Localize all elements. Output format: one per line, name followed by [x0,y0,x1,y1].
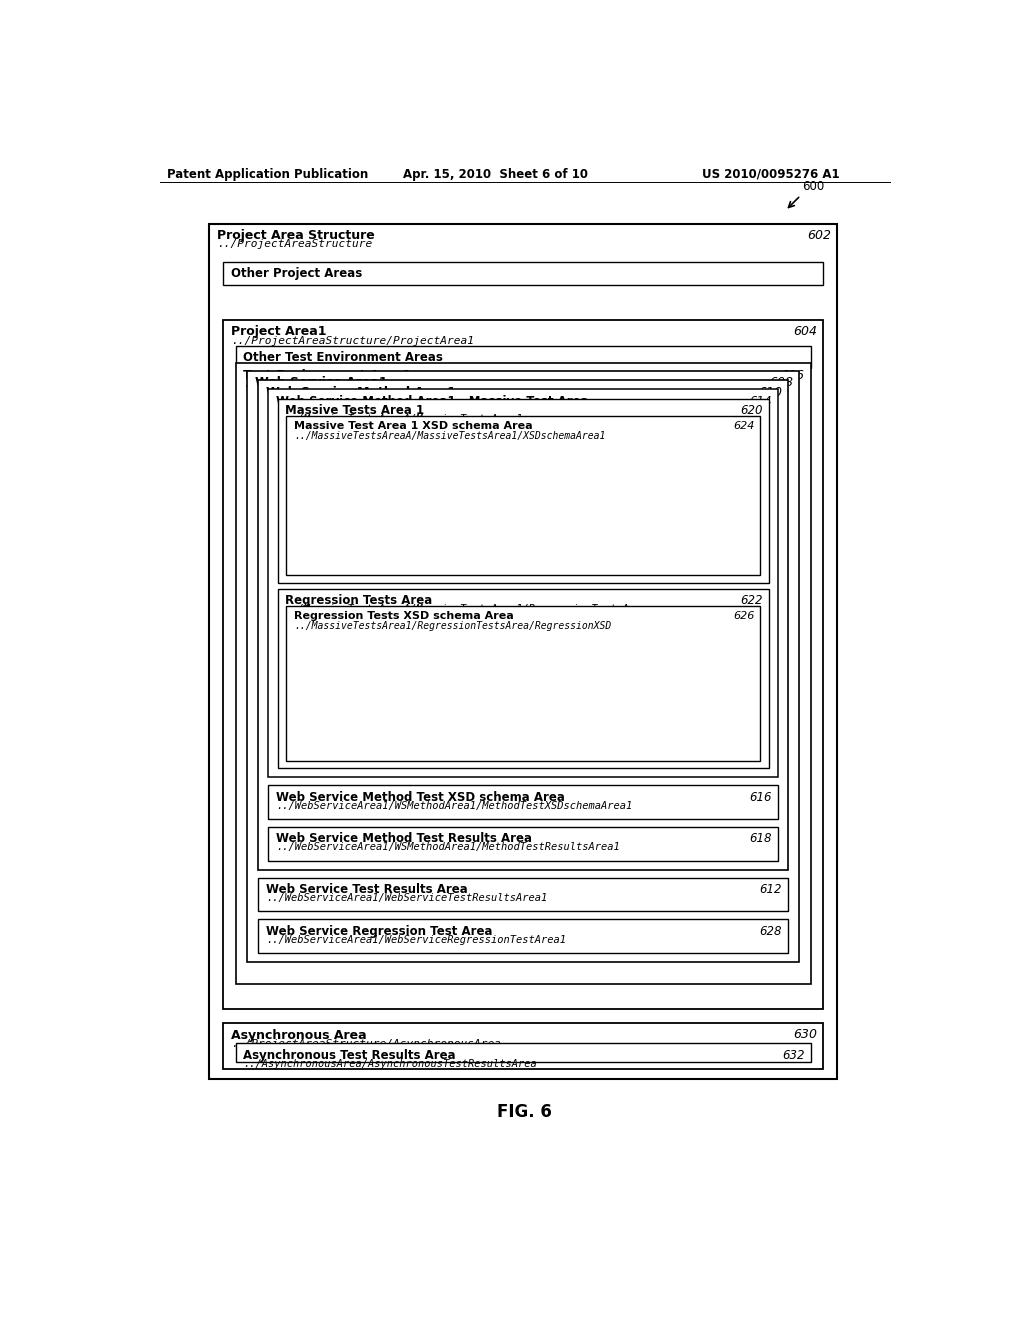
Text: Test Environment Area1: Test Environment Area1 [244,368,412,381]
Text: Project Area1: Project Area1 [231,326,327,338]
Bar [268,785,778,818]
Text: Asynchronous Area: Asynchronous Area [231,1028,367,1041]
Text: US 2010/0095276 A1: US 2010/0095276 A1 [701,168,839,181]
Text: Patent Application Publication: Patent Application Publication [167,168,368,181]
Text: Web Service Method Area1 - Massive Test Area: Web Service Method Area1 - Massive Test … [276,395,589,408]
Bar [258,878,788,912]
Text: 612: 612 [760,883,782,896]
Text: 600: 600 [802,180,824,193]
Text: ../WebServiceArea1/WebServiceMethodArea1/MassiveTestsAreaA: ../WebServiceArea1/WebServiceMethodArea1… [276,405,639,414]
Text: 626: 626 [733,611,755,622]
Text: 628: 628 [760,924,782,937]
Text: 620: 620 [740,404,763,417]
Bar [258,380,788,870]
Text: Web Service Method Area1: Web Service Method Area1 [266,385,456,399]
Bar [236,1043,811,1061]
Text: ../ProjectArea1/TestEnvironmentArea1: ../ProjectArea1/TestEnvironmentArea1 [244,379,486,388]
Text: ../WebServiceArea1/WebServiceRegressionTestArea1: ../WebServiceArea1/WebServiceRegressionT… [266,935,566,945]
Bar [286,416,761,576]
Text: 610: 610 [758,385,782,399]
Bar [248,371,799,962]
Text: ../MassiveTestsAreaA/MassiveTestsArea1: ../MassiveTestsAreaA/MassiveTestsArea1 [286,414,523,424]
Text: ../AsynchronousArea/AsynchronousTestResultsArea: ../AsynchronousArea/AsynchronousTestResu… [244,1059,538,1068]
Text: Web Service Regression Test Area: Web Service Regression Test Area [266,924,493,937]
Text: 616: 616 [750,791,772,804]
Text: ../TestEnvironmentArea1/WebServiceArea1: ../TestEnvironmentArea1/WebServiceArea1 [255,387,518,396]
Bar [278,589,769,768]
Text: FIG. 6: FIG. 6 [498,1102,552,1121]
Bar [223,321,823,1010]
Text: Regression Tests XSD schema Area: Regression Tests XSD schema Area [294,611,514,622]
Text: 618: 618 [750,832,772,845]
Text: 604: 604 [793,326,817,338]
Bar [286,606,761,760]
Text: Web Service Method Test XSD schema Area: Web Service Method Test XSD schema Area [276,791,565,804]
Text: ../MassiveTestsAreaA/MassiveTestsArea1/RegressionTestsArea: ../MassiveTestsAreaA/MassiveTestsArea1/R… [286,605,648,614]
Text: 606: 606 [780,368,805,381]
Text: ../ProjectAreaStructure/ProjectArea1: ../ProjectAreaStructure/ProjectArea1 [231,335,474,346]
Bar [268,826,778,861]
Text: 614: 614 [750,395,772,408]
Text: Web Service Method Test Results Area: Web Service Method Test Results Area [276,832,532,845]
Bar [268,389,778,777]
Text: ../MassiveTestsAreaA/MassiveTestsArea1/XSDschemaArea1: ../MassiveTestsAreaA/MassiveTestsArea1/X… [294,432,605,441]
Text: Asynchronous Test Results Area: Asynchronous Test Results Area [244,1048,456,1061]
Text: Regression Tests Area: Regression Tests Area [286,594,432,607]
Text: ../WebServiceArea1/WSMethodArea1/MethodTestResultsArea1: ../WebServiceArea1/WSMethodArea1/MethodT… [276,842,620,853]
Text: ../ProjectAreaStructure: ../ProjectAreaStructure [217,239,373,249]
Text: 622: 622 [740,594,763,607]
Text: Other Project Areas: Other Project Areas [231,268,362,280]
Bar [223,1023,823,1069]
Text: Massive Tests Area 1: Massive Tests Area 1 [286,404,425,417]
Text: Apr. 15, 2010  Sheet 6 of 10: Apr. 15, 2010 Sheet 6 of 10 [403,168,588,181]
Bar [236,346,811,368]
Text: Other Test Environment Areas: Other Test Environment Areas [244,351,443,363]
Bar [258,919,788,953]
Text: Web Service Test Results Area: Web Service Test Results Area [266,883,468,896]
Text: Project Area Structure: Project Area Structure [217,230,375,243]
Bar [209,224,838,1078]
Text: ../ProjectAreaStructure/AsynchronousArea: ../ProjectAreaStructure/AsynchronousArea [231,1039,501,1048]
Bar [223,263,823,285]
Text: 632: 632 [782,1048,805,1061]
Bar [236,363,811,983]
Text: 630: 630 [793,1028,817,1041]
Text: 608: 608 [769,376,793,389]
Text: ../WebServiceArea1/WebServiceTestResultsArea1: ../WebServiceArea1/WebServiceTestResults… [266,894,547,903]
Bar [278,399,769,582]
Text: Massive Test Area 1 XSD schema Area: Massive Test Area 1 XSD schema Area [294,421,532,430]
Text: Web Service Area1: Web Service Area1 [255,376,388,389]
Text: 624: 624 [733,421,755,430]
Text: ../MassiveTestsArea1/RegressionTestsArea/RegressionXSD: ../MassiveTestsArea1/RegressionTestsArea… [294,622,611,631]
Text: ../WebServiceArea1/WebServiceMethodArea1: ../WebServiceArea1/WebServiceMethodArea1 [266,396,536,405]
Text: ../WebServiceArea1/WSMethodArea1/MethodTestXSDschemaArea1: ../WebServiceArea1/WSMethodArea1/MethodT… [276,800,632,810]
Text: 602: 602 [807,230,830,243]
